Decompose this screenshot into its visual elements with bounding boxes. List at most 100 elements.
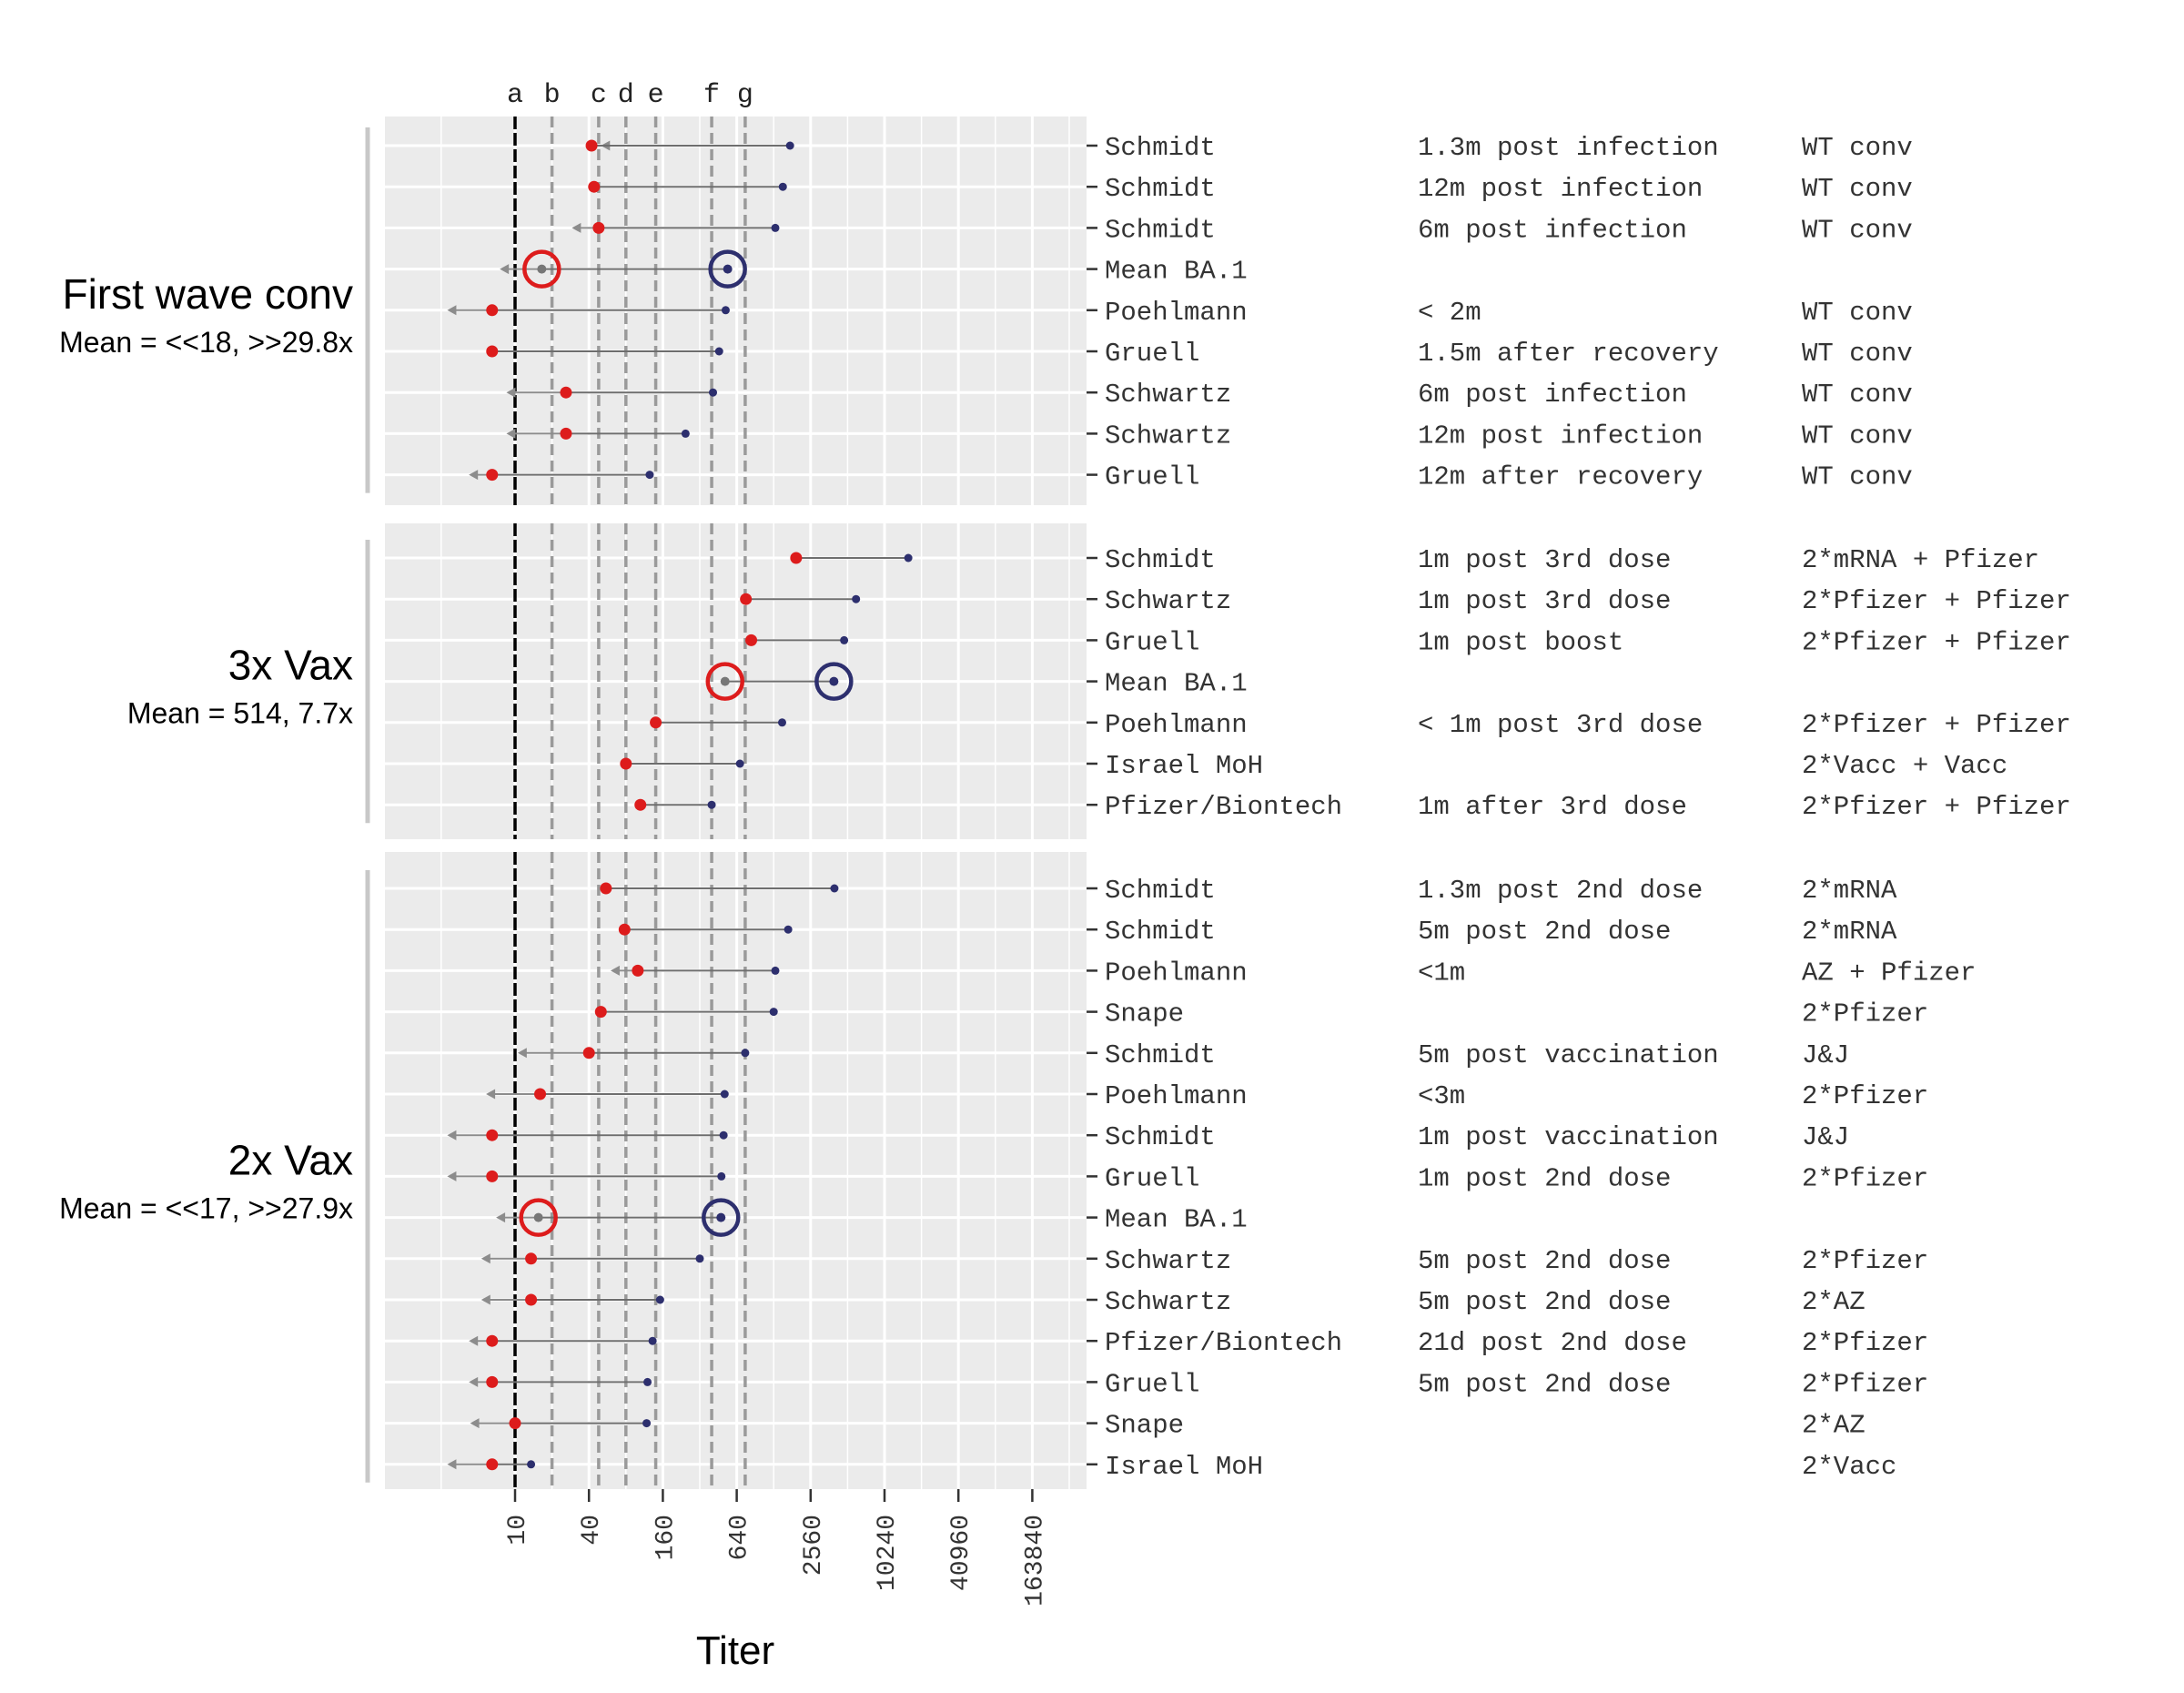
row-marks: [486, 345, 723, 358]
censor-arrowhead: [506, 387, 516, 398]
ba1-titer-point: [525, 1252, 538, 1265]
censor-arrowhead: [480, 1294, 490, 1305]
row-marks: [588, 180, 787, 193]
wt-titer-point: [707, 800, 716, 809]
wt-titer-point: [655, 1295, 664, 1304]
row-marks: [790, 552, 913, 564]
study-label: Schmidt: [1105, 133, 1216, 163]
row-marks: [486, 1088, 729, 1100]
ba1-titer-point: [632, 964, 644, 977]
ba1-titer-point: [486, 1375, 499, 1388]
wt-titer-point: [527, 1460, 536, 1469]
timing-label: 5m post 2nd dose: [1418, 1369, 1671, 1399]
mean-wt-point: [829, 676, 839, 686]
study-label: Schmidt: [1105, 215, 1216, 245]
mean-ba1-circle: [519, 1198, 558, 1237]
regimen-label: 2*Pfizer + Pfizer: [1802, 627, 2071, 657]
study-label: Schwartz: [1105, 380, 1231, 410]
wt-titer-point: [721, 306, 730, 315]
regimen-label: 2*Pfizer: [1802, 1369, 1928, 1399]
wt-titer-point: [778, 182, 787, 191]
regimen-label: 2*Vacc: [1802, 1452, 1896, 1482]
study-label: Poehlmann: [1105, 710, 1248, 740]
row-marks: [506, 427, 690, 440]
row-marks: [447, 1129, 728, 1141]
mean-ba1-circle: [522, 249, 561, 289]
mean-row-marks: [496, 1198, 741, 1237]
regimen-label: 2*Pfizer + Pfizer: [1802, 792, 2071, 822]
study-label: Schmidt: [1105, 1122, 1216, 1152]
timing-label: 1m post vaccination: [1418, 1122, 1719, 1152]
regimen-label: 2*Vacc + Vacc: [1802, 751, 2007, 781]
mean-ba1-point: [537, 264, 547, 274]
study-label: Pfizer/Biontech: [1105, 792, 1342, 822]
group-title: First wave conv: [62, 270, 353, 318]
regimen-label: WT conv: [1802, 215, 1913, 245]
mean-wt-circle: [814, 662, 854, 701]
timing-label: 6m post infection: [1418, 215, 1687, 245]
regimen-label: 2*Pfizer: [1802, 1328, 1928, 1358]
group-title: 2x Vax: [228, 1136, 353, 1183]
study-label: Pfizer/Biontech: [1105, 1328, 1342, 1358]
row-marks: [447, 304, 730, 317]
study-label: Snape: [1105, 999, 1184, 1029]
ba1-titer-point: [509, 1417, 521, 1430]
row-marks: [470, 1417, 652, 1430]
wt-titer-point: [714, 347, 723, 356]
regimen-label: WT conv: [1802, 339, 1913, 369]
ba1-titer-point: [486, 1334, 499, 1347]
ba1-titer-point: [585, 139, 598, 152]
row-marks: [618, 923, 793, 936]
mean-wt-point: [716, 1212, 726, 1222]
reference-line-label-b: b: [544, 80, 561, 111]
mean-row-marks: [705, 662, 854, 701]
wt-titer-point: [771, 223, 780, 232]
study-label: Schwartz: [1105, 421, 1231, 451]
timing-label: 5m post 2nd dose: [1418, 1287, 1671, 1317]
censor-arrowhead: [610, 965, 620, 976]
timing-label: 12m post infection: [1418, 421, 1703, 451]
wt-titer-point: [769, 1008, 778, 1017]
regimen-label: WT conv: [1802, 174, 1913, 204]
reference-line-label-c: c: [591, 80, 607, 111]
wt-titer-point: [777, 718, 786, 727]
x-tick-label: 40960: [947, 1515, 976, 1591]
wt-titer-point: [648, 1336, 657, 1345]
ba1-titer-point: [588, 180, 601, 193]
censor-arrowhead: [469, 470, 479, 481]
row-marks: [610, 964, 780, 977]
regimen-label: 2*Pfizer: [1802, 1246, 1928, 1276]
mean-row-marks: [500, 249, 747, 289]
censor-arrowhead: [480, 1253, 490, 1264]
reference-line-label-g: g: [737, 80, 753, 111]
regimen-label: 2*Pfizer + Pfizer: [1802, 710, 2071, 740]
censor-arrowhead: [447, 1459, 457, 1470]
reference-line-label-f: f: [703, 80, 720, 111]
timing-label: 1.3m post 2nd dose: [1418, 876, 1703, 906]
wt-titer-point: [771, 966, 780, 975]
regimen-label: 2*AZ: [1802, 1411, 1866, 1441]
mean-wt-point: [723, 264, 733, 274]
row-marks: [634, 798, 716, 811]
timing-label: 1m post 3rd dose: [1418, 586, 1671, 616]
row-marks: [506, 386, 718, 399]
study-label: Schmidt: [1105, 174, 1216, 204]
row-marks: [469, 1375, 652, 1388]
censor-arrowhead: [571, 222, 581, 233]
study-label: Schwartz: [1105, 586, 1231, 616]
x-axis: Titer 10 40 160 640 2560 10240 40960 163840: [504, 1489, 1049, 1673]
timing-label: 5m post 2nd dose: [1418, 1246, 1671, 1276]
wt-titer-point: [785, 141, 794, 150]
censor-arrowhead: [447, 1130, 457, 1140]
ba1-titer-point: [486, 304, 499, 317]
regimen-label: J&J: [1802, 1040, 1849, 1070]
ba1-titer-point: [486, 1129, 499, 1141]
regimen-label: 2*mRNA: [1802, 917, 1897, 947]
timing-label: <3m: [1418, 1081, 1465, 1111]
reference-line-label-e: e: [648, 80, 664, 111]
regimen-label: 2*AZ: [1802, 1287, 1866, 1317]
wt-titer-point: [784, 925, 793, 934]
wt-titer-point: [719, 1130, 728, 1140]
regimen-label: WT conv: [1802, 133, 1913, 163]
